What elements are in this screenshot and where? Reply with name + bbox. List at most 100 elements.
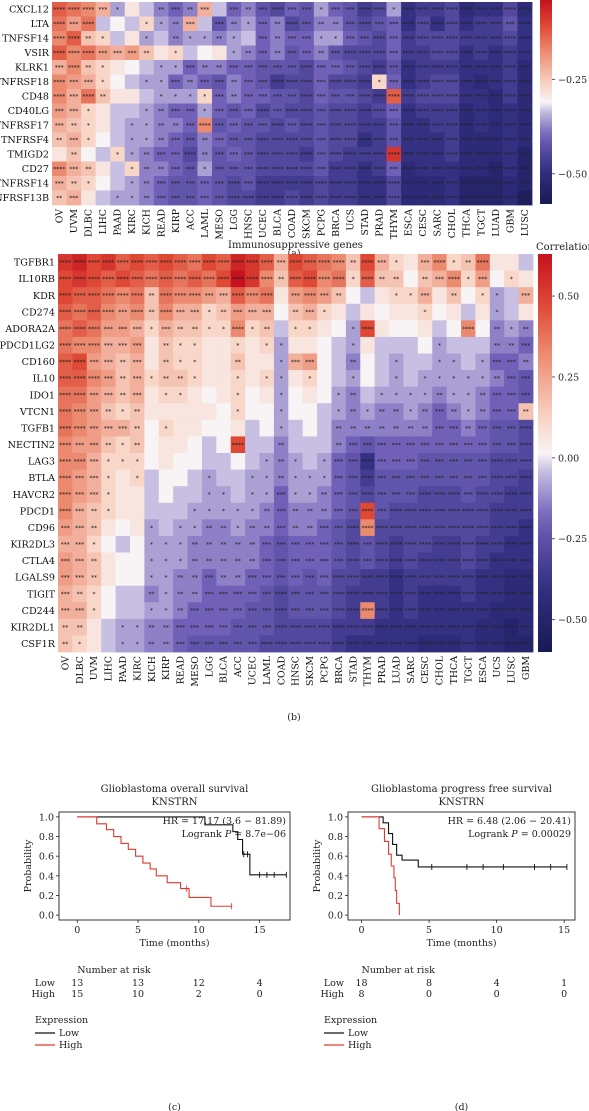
- heatmap-cell: [284, 74, 300, 90]
- heatmap-cell: [81, 176, 97, 191]
- heatmap-cell: [139, 2, 155, 17]
- column-label: HNSC: [244, 209, 255, 239]
- heatmap-cell: [110, 60, 126, 75]
- heatmap-cell: [372, 2, 387, 17]
- significance-stars: ***: [248, 309, 257, 316]
- significance-stars: ****: [59, 342, 71, 349]
- heatmap-cell: [430, 147, 446, 162]
- significance-stars: ****: [405, 558, 417, 565]
- significance-stars: *: [424, 376, 427, 383]
- significance-stars: ***: [133, 392, 142, 399]
- heatmap-cell: [259, 386, 275, 404]
- significance-stars: ****: [301, 122, 313, 129]
- significance-stars: ****: [174, 276, 186, 283]
- significance-stars: ****: [74, 309, 86, 316]
- significance-stars: ****: [131, 259, 143, 266]
- significance-stars: *: [378, 79, 381, 86]
- significance-stars: ***: [248, 591, 257, 598]
- heatmap-cell: [115, 486, 131, 504]
- heatmap-cell: [187, 303, 203, 321]
- significance-stars: *: [247, 21, 250, 28]
- heatmap-cell: [158, 270, 174, 288]
- significance-stars: ****: [405, 641, 417, 648]
- significance-stars: *: [92, 591, 95, 598]
- heatmap-cell: [212, 190, 227, 206]
- significance-stars: ****: [174, 293, 186, 300]
- significance-stars: ***: [229, 166, 238, 173]
- heatmap-cell: [144, 453, 160, 470]
- heatmap-cell: [389, 336, 404, 354]
- heatmap-cell: [417, 320, 433, 338]
- significance-stars: ****: [315, 195, 327, 202]
- significance-stars: ***: [262, 575, 271, 582]
- heatmap-cell: [182, 147, 198, 162]
- significance-stars: ***: [233, 624, 242, 631]
- significance-stars: ***: [449, 458, 458, 465]
- heatmap-cell: [226, 161, 242, 177]
- heatmap-cell: [517, 103, 533, 119]
- significance-stars: **: [231, 79, 237, 86]
- significance-stars: ***: [229, 122, 238, 129]
- significance-stars: ****: [344, 50, 356, 57]
- significance-stars: *: [251, 475, 254, 482]
- heatmap-a: **** **** **** *** * ** *** ** *** *** ** *** **** **…: [0, 0, 587, 259]
- significance-stars: ****: [419, 608, 431, 615]
- significance-stars: ***: [389, 21, 398, 28]
- significance-stars: ***: [215, 93, 224, 100]
- significance-stars: ***: [215, 21, 224, 28]
- significance-stars: ****: [446, 6, 458, 13]
- significance-stars: **: [451, 409, 457, 416]
- heatmap-cell: [299, 31, 315, 46]
- heatmap-cell: [461, 303, 476, 321]
- significance-stars: ****: [461, 122, 473, 129]
- significance-stars: **: [149, 591, 155, 598]
- significance-stars: ***: [273, 93, 282, 100]
- heatmap-cell: [173, 502, 188, 520]
- significance-stars: **: [187, 79, 193, 86]
- heatmap-cell: [72, 287, 88, 305]
- heatmap-cell: [201, 386, 217, 404]
- heatmap-cell: [502, 118, 518, 133]
- significance-stars: **: [158, 108, 164, 115]
- significance-stars: ****: [160, 259, 172, 266]
- significance-stars: *: [265, 458, 268, 465]
- significance-stars: ****: [88, 342, 100, 349]
- significance-stars: ****: [475, 122, 487, 129]
- significance-stars: ****: [373, 137, 385, 144]
- significance-stars: ***: [89, 442, 98, 449]
- significance-stars: ***: [449, 425, 458, 432]
- heatmap-cell: [86, 618, 102, 636]
- heatmap-cell: [459, 147, 475, 162]
- significance-stars: ***: [435, 409, 444, 416]
- significance-stars: ****: [74, 458, 86, 465]
- significance-stars: ****: [405, 624, 417, 631]
- significance-stars: **: [249, 558, 255, 565]
- significance-stars: ***: [205, 293, 214, 300]
- heatmap-cell: [284, 31, 300, 46]
- significance-stars: ***: [118, 342, 127, 349]
- significance-stars: ***: [291, 293, 300, 300]
- significance-stars: ****: [257, 151, 269, 158]
- heatmap-cell: [317, 370, 332, 388]
- significance-stars: ***: [507, 425, 516, 432]
- significance-stars: **: [85, 64, 91, 71]
- significance-stars: ****: [257, 108, 269, 115]
- significance-stars: ***: [75, 575, 84, 582]
- significance-stars: *: [164, 591, 167, 598]
- heatmap-cell: [182, 190, 198, 206]
- significance-stars: ***: [133, 376, 142, 383]
- heatmap-cell: [345, 303, 361, 321]
- significance-stars: ****: [402, 122, 414, 129]
- heatmap-cell: [461, 254, 476, 271]
- column-label: KIRC: [132, 656, 143, 681]
- heatmap-cell: [430, 60, 446, 75]
- significance-stars: ****: [491, 525, 503, 532]
- x-tick-label: 0: [74, 925, 80, 936]
- heatmap-cell: [288, 436, 304, 454]
- significance-stars: ****: [199, 122, 211, 129]
- significance-stars: ***: [171, 79, 180, 86]
- significance-stars: ****: [330, 180, 342, 187]
- heatmap-cell: [389, 320, 404, 338]
- significance-stars: ***: [377, 458, 386, 465]
- significance-stars: ****: [461, 50, 473, 57]
